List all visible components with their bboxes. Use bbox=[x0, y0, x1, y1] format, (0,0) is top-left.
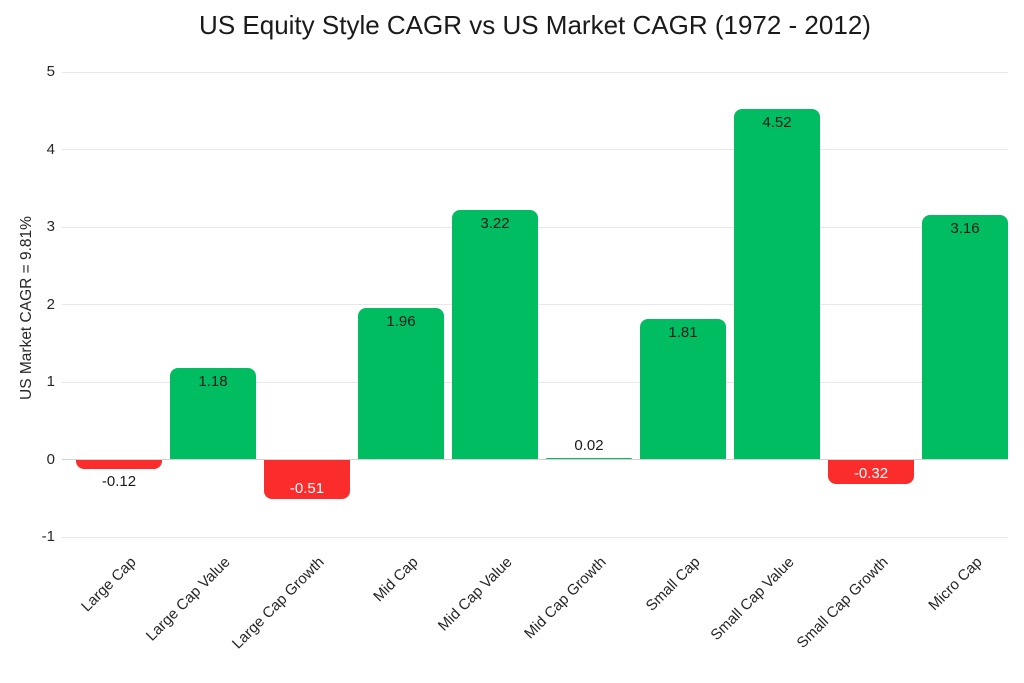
bar-small-cap-growth bbox=[828, 459, 914, 485]
gridline bbox=[62, 536, 1008, 538]
y-tick-label: 4 bbox=[46, 140, 55, 158]
bar-value-label: 0.02 bbox=[574, 436, 604, 454]
y-tick-label: 1 bbox=[46, 373, 55, 390]
bar-value-label: 3.16 bbox=[950, 219, 980, 237]
y-tick-label: 3 bbox=[46, 218, 55, 235]
y-tick-label: -1 bbox=[41, 528, 55, 545]
bar-small-cap bbox=[640, 319, 726, 460]
gridline bbox=[62, 149, 1008, 150]
bar-mid-cap-growth bbox=[546, 457, 632, 460]
bar-micro-cap bbox=[922, 214, 1008, 460]
bar-value-label: -0.51 bbox=[289, 480, 325, 498]
bar-mid-cap bbox=[358, 307, 444, 460]
bar-large-cap-growth bbox=[264, 459, 350, 500]
y-tick-label: 5 bbox=[46, 63, 55, 80]
bar-value-label: -0.12 bbox=[101, 472, 137, 490]
bar-value-label: 4.52 bbox=[762, 114, 792, 132]
y-tick-label: 0 bbox=[46, 450, 55, 468]
bar-value-label: 1.81 bbox=[668, 324, 698, 342]
gridline bbox=[62, 71, 1008, 73]
zero-gridline bbox=[62, 459, 1008, 460]
bar-value-label: -0.32 bbox=[853, 465, 889, 483]
bar-mid-cap-value bbox=[452, 209, 538, 460]
bar-large-cap bbox=[76, 459, 162, 469]
bar-value-label: 1.18 bbox=[198, 373, 228, 391]
bar-large-cap-value bbox=[170, 368, 256, 460]
chart-title: US Equity Style CAGR vs US Market CAGR (… bbox=[199, 10, 871, 40]
bar-value-label: 3.22 bbox=[480, 214, 510, 232]
bar-value-label: 1.96 bbox=[386, 312, 416, 330]
bar-small-cap-value bbox=[734, 109, 820, 460]
y-tick-label: 2 bbox=[46, 295, 55, 313]
